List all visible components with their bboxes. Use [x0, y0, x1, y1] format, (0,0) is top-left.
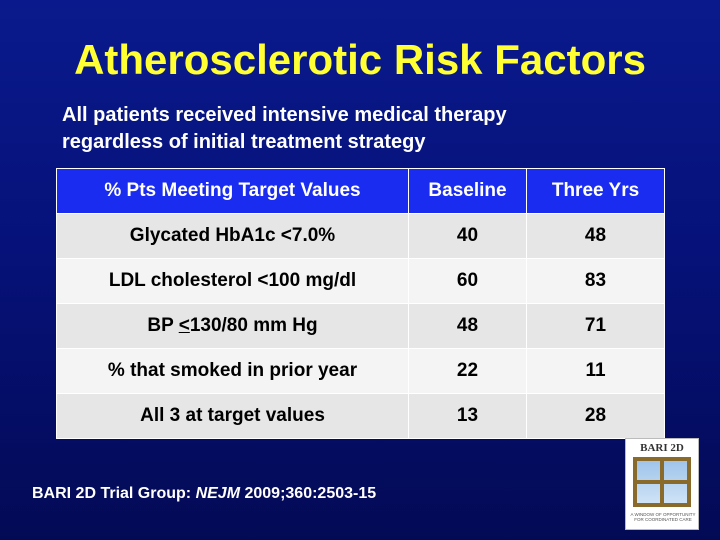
logo-tagline-line-1: A WINDOW OF OPPORTUNITY	[630, 512, 696, 517]
header-three-yrs: Three Yrs	[526, 168, 665, 214]
subtitle-line-1: All patients received intensive medical …	[62, 104, 507, 126]
citation: BARI 2D Trial Group: NEJM 2009;360:2503-…	[32, 485, 376, 503]
baseline-value: 60	[408, 258, 527, 304]
table-row: LDL cholesterol <100 mg/dl 60 83	[56, 258, 665, 304]
three-yrs-value: 48	[526, 213, 665, 259]
risk-factor-table: % Pts Meeting Target Values Baseline Thr…	[56, 168, 665, 439]
three-yrs-value: 71	[526, 303, 665, 349]
row-label: Glycated HbA1c <7.0%	[56, 213, 409, 259]
citation-suffix: 2009;360:2503-15	[240, 485, 377, 502]
row-label: % that smoked in prior year	[56, 348, 409, 394]
table-header-row: % Pts Meeting Target Values Baseline Thr…	[56, 168, 665, 214]
three-yrs-value: 83	[526, 258, 665, 304]
baseline-value: 48	[408, 303, 527, 349]
table-row: All 3 at target values 13 28	[56, 393, 665, 439]
row-label-underlined: <	[178, 315, 190, 336]
header-baseline: Baseline	[408, 168, 527, 214]
row-label-prefix: BP	[147, 315, 179, 336]
logo-tagline: A WINDOW OF OPPORTUNITY FOR COORDINATED …	[628, 512, 698, 522]
table-row: BP <130/80 mm Hg 48 71	[56, 303, 665, 349]
three-yrs-value: 28	[526, 393, 665, 439]
slide-title: Atherosclerotic Risk Factors	[74, 36, 646, 83]
table-row: Glycated HbA1c <7.0% 40 48	[56, 213, 665, 259]
citation-prefix: BARI 2D Trial Group:	[32, 485, 196, 502]
citation-journal: NEJM	[195, 485, 241, 502]
subtitle-line-2: regardless of initial treatment strategy	[62, 131, 426, 153]
slide-subtitle: All patients received intensive medical …	[62, 102, 662, 156]
baseline-value: 22	[408, 348, 527, 394]
baseline-value: 13	[408, 393, 527, 439]
logo-title: BARI 2D	[640, 442, 684, 454]
window-icon	[633, 457, 691, 507]
header-measure: % Pts Meeting Target Values	[56, 168, 409, 214]
baseline-value: 40	[408, 213, 527, 259]
logo-tagline-line-2: FOR COORDINATED CARE	[634, 517, 692, 522]
row-label: BP <130/80 mm Hg	[56, 303, 409, 349]
three-yrs-value: 11	[526, 348, 665, 394]
row-label-suffix: 130/80 mm Hg	[189, 315, 318, 336]
table-row: % that smoked in prior year 22 11	[56, 348, 665, 394]
row-label: LDL cholesterol <100 mg/dl	[56, 258, 409, 304]
row-label: All 3 at target values	[56, 393, 409, 439]
bari-2d-logo: BARI 2D A WINDOW OF OPPORTUNITY FOR COOR…	[625, 438, 699, 530]
